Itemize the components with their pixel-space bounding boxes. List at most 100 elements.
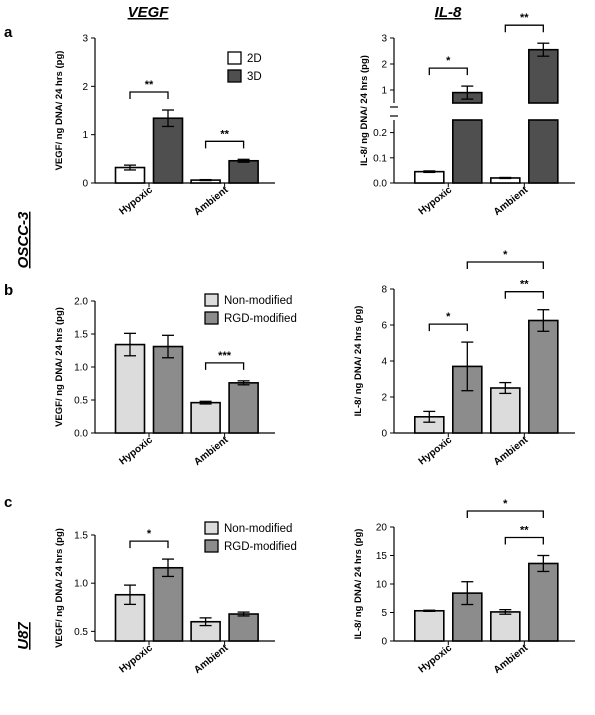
x-tick-label: Ambient — [492, 184, 531, 218]
legend-swatch — [204, 521, 219, 535]
bar — [451, 119, 483, 184]
panel-label-a: a — [4, 24, 13, 41]
x-tick-label: Hypoxic — [117, 434, 155, 467]
y-axis-label: VEGF/ ng DNA/ 24 hrs (pg) — [54, 307, 65, 427]
y-tick-label: 3 — [381, 34, 387, 45]
bar — [528, 319, 559, 434]
y-tick-label: 0.5 — [74, 627, 88, 638]
x-tick-label: Hypoxic — [417, 434, 455, 467]
legend-swatch — [204, 539, 219, 553]
x-tick-label: Hypoxic — [417, 642, 455, 675]
significance-bracket — [466, 261, 544, 269]
significance-label: ** — [145, 79, 154, 91]
x-tick-label: Hypoxic — [417, 184, 455, 217]
row-label-oscc3: OSCC-3 — [15, 211, 32, 268]
y-tick-label: 0.0 — [74, 429, 88, 440]
x-tick-label: Ambient — [492, 642, 531, 676]
significance-bracket — [428, 323, 468, 332]
bar — [190, 401, 221, 434]
bar — [413, 170, 445, 184]
chart-a-il8: 0.0 0.1 0.2 1 2 3 IL-8/ ng DNA/ 24 hrs (pg) Hyp… — [359, 12, 575, 218]
bar — [228, 159, 259, 184]
legend-swatch — [204, 311, 219, 325]
y-tick-label: 2 — [381, 393, 387, 404]
bar — [528, 48, 559, 104]
legend-swatch — [227, 69, 242, 83]
bar — [114, 343, 146, 434]
y-tick-label: 0.2 — [373, 128, 387, 139]
legend-swatch — [227, 51, 242, 65]
significance-bracket — [504, 536, 544, 545]
y-tick-label: 0 — [82, 179, 88, 190]
row-label-u87: U87 — [15, 622, 32, 650]
significance-label: * — [446, 311, 451, 323]
legend-label: 2D — [247, 53, 262, 65]
significance-bracket — [504, 291, 544, 299]
significance-bracket — [204, 140, 245, 149]
y-tick-label: 2.0 — [74, 297, 88, 308]
y-tick-label: 1.0 — [74, 363, 88, 374]
y-tick-label: 2 — [82, 82, 88, 93]
chart-c-vegf: 0.5 1.0 1.5 VEGF/ ng DNA/ 24 hrs (pg) Hypoxi… — [54, 521, 297, 676]
bar — [152, 117, 184, 184]
chart-b-il8: 0 2 4 6 8 IL-8/ ng DNA/ 24 hrs (pg) Hypoxic Amb… — [353, 249, 575, 468]
significance-label: * — [503, 249, 508, 261]
bar — [228, 613, 259, 642]
significance-label: ** — [520, 279, 529, 291]
significance-bracket — [129, 91, 169, 100]
legend-label: RGD-modified — [224, 541, 297, 553]
x-tick-label: Ambient — [192, 642, 231, 676]
y-tick-label: 15 — [376, 551, 388, 562]
y-tick-label: 10 — [376, 580, 388, 591]
x-tick-label: Ambient — [192, 184, 231, 218]
y-tick-label: 4 — [381, 357, 387, 368]
significance-label: ** — [220, 128, 229, 140]
bar — [152, 566, 184, 642]
y-tick-label: 0.5 — [74, 396, 88, 407]
y-tick-label: 5 — [381, 608, 387, 619]
column-title-il8: IL-8 — [435, 4, 462, 21]
significance-label: * — [446, 55, 451, 67]
y-tick-label: 3 — [82, 34, 88, 45]
legend-label: Non-modified — [224, 295, 292, 307]
significance-label: * — [147, 528, 152, 540]
x-tick-label: Ambient — [192, 434, 231, 468]
chart-c-il8: 0 5 10 15 20 IL-8/ ng DNA/ 24 hrs (pg) Hypoxic… — [353, 498, 575, 676]
bar — [528, 119, 559, 184]
y-axis-label: VEGF/ ng DNA/ 24 hrs (pg) — [54, 51, 65, 171]
y-tick-label: 20 — [376, 523, 388, 534]
bar — [528, 562, 559, 642]
y-tick-label: 2 — [381, 60, 387, 71]
y-tick-label: 0 — [381, 637, 387, 648]
legend-label: Non-modified — [224, 523, 292, 535]
panel-label-c: c — [4, 494, 12, 511]
bar — [490, 387, 521, 434]
legend-swatch — [204, 293, 219, 307]
bar — [413, 609, 445, 642]
significance-label: ** — [520, 525, 529, 537]
legend-label: 3D — [247, 71, 262, 83]
significance-label: *** — [218, 350, 232, 362]
legend-label: RGD-modified — [224, 313, 297, 325]
y-tick-label: 0 — [381, 429, 387, 440]
x-tick-label: Hypoxic — [117, 184, 155, 217]
significance-bracket — [466, 510, 544, 518]
y-tick-label: 0.0 — [373, 179, 387, 190]
x-tick-label: Ambient — [492, 434, 531, 468]
y-tick-label: 1.5 — [74, 330, 88, 341]
x-tick-label: Hypoxic — [117, 642, 155, 675]
significance-bracket — [129, 540, 169, 549]
significance-bracket — [504, 24, 544, 33]
chart-b-vegf: 0.0 0.5 1.0 1.5 2.0 VEGF/ ng DNA/ 24 hrs (pg)… — [54, 293, 297, 468]
chart-a-vegf: 0 1 2 3 VEGF/ ng DNA/ 24 hrs (pg) Hypoxic Ambi… — [54, 34, 275, 218]
column-title-vegf: VEGF — [128, 4, 170, 21]
significance-bracket — [204, 362, 245, 370]
y-axis-label: IL-8/ ng DNA/ 24 hrs (pg) — [353, 529, 364, 640]
significance-label: ** — [520, 12, 529, 24]
bar — [152, 345, 184, 434]
y-axis-label: VEGF/ ng DNA/ 24 hrs (pg) — [54, 528, 65, 648]
bar — [228, 382, 259, 434]
y-axis-label: IL-8/ ng DNA/ 24 hrs (pg) — [353, 306, 364, 417]
y-axis-label: IL-8/ ng DNA/ 24 hrs (pg) — [359, 55, 370, 166]
